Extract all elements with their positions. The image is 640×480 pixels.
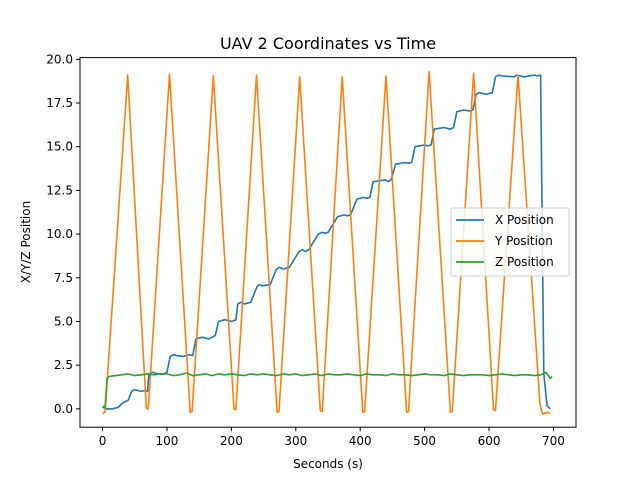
legend: X Position Y Position Z Position xyxy=(450,207,570,277)
y-tick-label: 7.5 xyxy=(54,271,73,285)
y-tick-label: 5.0 xyxy=(54,314,73,328)
x-tick-label: 0 xyxy=(99,434,107,448)
series-line-z-position xyxy=(102,371,553,408)
legend-box xyxy=(450,207,570,277)
y-axis-label: X/Y/Z Position xyxy=(19,201,33,283)
x-tick-label: 400 xyxy=(349,434,372,448)
series-line-y-position xyxy=(102,70,551,415)
y-tick-label: 2.5 xyxy=(54,358,73,372)
chart-title: UAV 2 Coordinates vs Time xyxy=(220,34,436,53)
y-tick-label: 10.0 xyxy=(46,227,73,241)
x-tick-label: 600 xyxy=(478,434,501,448)
y-tick-label: 20.0 xyxy=(46,52,73,66)
series-layer xyxy=(102,70,553,415)
x-tick-label: 200 xyxy=(220,434,243,448)
legend-label: Z Position xyxy=(495,255,554,269)
legend-label: Y Position xyxy=(494,234,553,248)
plot-frame xyxy=(79,57,577,428)
x-tick-label: 700 xyxy=(542,434,565,448)
ticks-layer: 0 100 200 300 400 500 600 700 0.0 2.5 5.0 7.5 10.0 12… xyxy=(46,52,565,448)
x-axis-label: Seconds (s) xyxy=(293,457,363,471)
y-tick-label: 15.0 xyxy=(46,140,73,154)
legend-label: X Position xyxy=(495,213,554,227)
x-tick-label: 300 xyxy=(284,434,307,448)
y-tick-label: 17.5 xyxy=(46,96,73,110)
x-tick-label: 500 xyxy=(413,434,436,448)
y-tick-label: 0.0 xyxy=(54,402,73,416)
y-tick-label: 12.5 xyxy=(46,183,73,197)
x-tick-label: 100 xyxy=(156,434,179,448)
